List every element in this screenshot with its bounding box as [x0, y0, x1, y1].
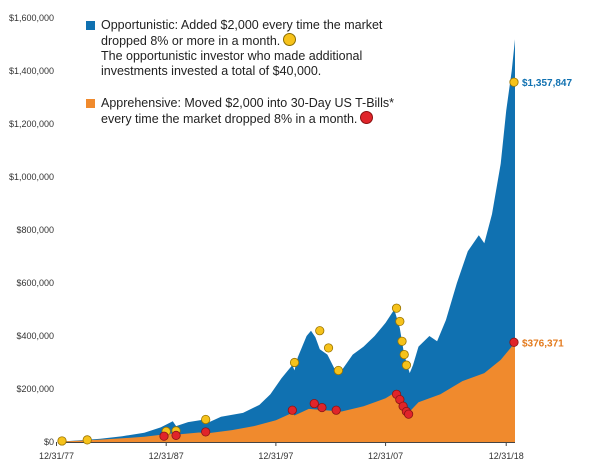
- marker-apprehensive: [171, 430, 181, 440]
- legend-subtext-opportunistic: The opportunistic investor who made addi…: [101, 49, 363, 78]
- marker-opportunistic: [395, 316, 405, 327]
- x-tick-label: 12/31/07: [368, 451, 403, 461]
- legend-text-opportunistic: Opportunistic: Added $2,000 every time t…: [101, 18, 383, 48]
- legend-swatch-apprehensive: [86, 99, 95, 108]
- legend-opportunistic: Opportunistic: Added $2,000 every time t…: [86, 18, 421, 79]
- y-tick-label: $400,000: [16, 331, 54, 341]
- x-tick-label: 12/31/18: [489, 451, 524, 461]
- marker-opportunistic: [397, 336, 407, 346]
- x-axis: 12/31/77 12/31/87 12/31/97 12/31/07 12/31/18: [39, 442, 524, 461]
- legend-apprehensive: Apprehensive: Moved $2,000 into 30-Day U…: [86, 96, 401, 127]
- marker-apprehensive: [317, 402, 327, 413]
- legend-swatch-opportunistic: [86, 21, 95, 30]
- marker-apprehensive: [201, 427, 211, 437]
- y-tick-label: $0: [44, 437, 54, 447]
- marker-apprehensive: [309, 398, 319, 409]
- y-tick-label: $800,000: [16, 225, 54, 235]
- marker-apprehensive: [287, 405, 297, 415]
- area-apprehensive: [56, 338, 515, 442]
- x-tick-label: 12/31/97: [258, 451, 293, 461]
- y-tick-label: $600,000: [16, 278, 54, 288]
- marker-apprehensive: [159, 431, 169, 441]
- end-label-opportunistic: $1,357,847: [522, 78, 572, 89]
- x-tick-label: 12/31/77: [39, 451, 74, 461]
- y-tick-label: $200,000: [16, 384, 54, 394]
- y-tick-label: $1,200,000: [9, 119, 54, 129]
- end-marker-opportunistic: [509, 77, 519, 87]
- marker-apprehensive: [331, 405, 341, 415]
- marker-opportunistic: [57, 436, 67, 446]
- marker-opportunistic: [391, 303, 402, 313]
- end-label-apprehensive: $376,371: [522, 338, 564, 349]
- y-tick-label: $1,600,000: [9, 13, 54, 23]
- marker-opportunistic: [401, 360, 412, 370]
- end-marker-apprehensive: [509, 337, 519, 347]
- marker-opportunistic: [333, 365, 344, 376]
- marker-opportunistic: [399, 349, 409, 360]
- y-tick-label: $1,000,000: [9, 172, 54, 182]
- legend-text-apprehensive: Apprehensive: Moved $2,000 into 30-Day U…: [101, 96, 394, 126]
- marker-opportunistic: [323, 343, 334, 353]
- marker-opportunistic: [315, 326, 325, 336]
- y-tick-label: $1,400,000: [9, 66, 54, 76]
- yellow-dot-icon: [283, 33, 297, 46]
- marker-opportunistic: [289, 357, 300, 368]
- x-tick-label: 12/31/87: [149, 451, 184, 461]
- marker-opportunistic: [201, 414, 211, 425]
- marker-opportunistic: [82, 435, 92, 445]
- red-dot-icon: [360, 111, 374, 124]
- end-labels: $1,357,847 $376,371: [509, 77, 572, 349]
- chart-markers: [57, 303, 414, 446]
- marker-apprehensive: [404, 409, 414, 419]
- y-axis: $0 $200,000 $400,000 $600,000 $800,000 $1,000…: [9, 13, 54, 447]
